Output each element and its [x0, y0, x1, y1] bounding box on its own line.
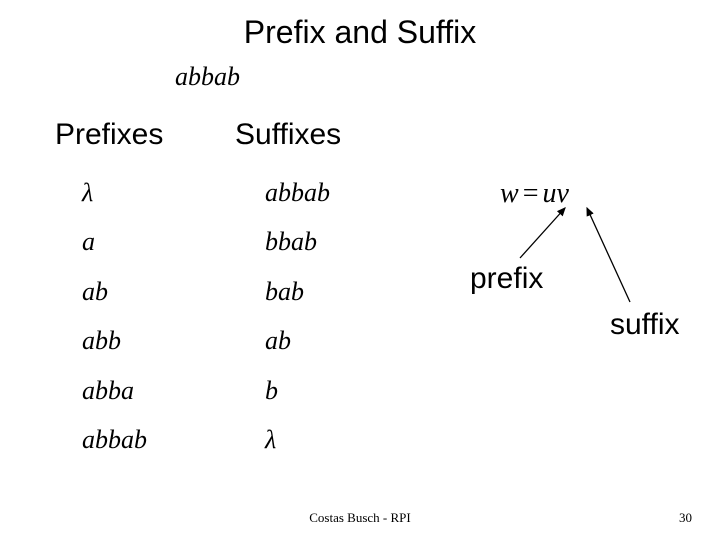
prefixes-column: λ a ab abb abba abbab	[82, 168, 147, 464]
prefix-arrow	[520, 208, 565, 258]
suffix-item: bab	[265, 267, 330, 316]
equation: w=uv	[500, 178, 569, 210]
prefix-item: abba	[82, 366, 147, 415]
equals-sign: =	[519, 178, 543, 209]
equation-v: v	[556, 178, 568, 209]
prefix-item: abb	[82, 316, 147, 365]
suffix-arrow	[587, 208, 630, 302]
suffixes-header: Suffixes	[235, 118, 341, 152]
suffixes-column: abbab bbab bab ab b λ	[265, 168, 330, 464]
prefix-item: ab	[82, 267, 147, 316]
equation-lhs: w	[500, 178, 519, 209]
prefix-label: prefix	[470, 262, 543, 296]
prefix-item: abbab	[82, 415, 147, 464]
suffix-item: λ	[265, 415, 330, 464]
prefix-item: λ	[82, 168, 147, 217]
prefix-item: a	[82, 217, 147, 266]
slide-title: Prefix and Suffix	[0, 14, 720, 51]
example-string: abbab	[175, 62, 240, 92]
suffix-item: abbab	[265, 168, 330, 217]
page-number: 30	[679, 510, 692, 526]
suffix-item: ab	[265, 316, 330, 365]
suffix-label: suffix	[610, 308, 679, 342]
suffix-item: bbab	[265, 217, 330, 266]
equation-u: u	[542, 178, 556, 209]
suffix-item: b	[265, 366, 330, 415]
footer-author: Costas Busch - RPI	[0, 510, 720, 526]
prefixes-header: Prefixes	[55, 118, 163, 152]
